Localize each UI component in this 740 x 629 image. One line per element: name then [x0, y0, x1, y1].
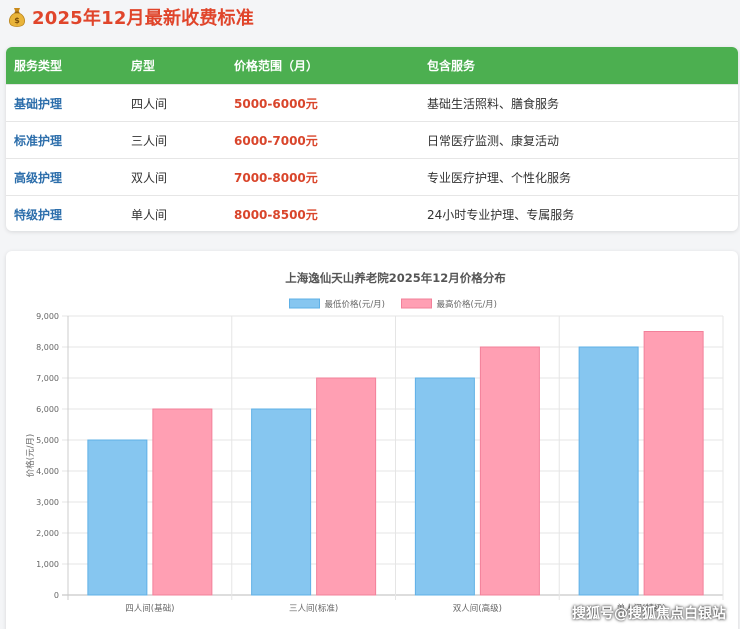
y-tick-label: 5,000 [36, 436, 59, 445]
service-type-cell: 基础护理 [14, 96, 63, 111]
price-cell: 5000-6000元 [234, 96, 318, 111]
price-cell: 8000-8500元 [234, 207, 318, 222]
y-tick-label: 7,000 [36, 374, 59, 383]
page-title: 2025年12月最新收费标准 [32, 8, 254, 29]
header-included-services: 包含服务 [427, 59, 476, 73]
legend-swatch [289, 298, 320, 309]
price-cell: 7000-8000元 [234, 170, 318, 185]
price-table: 服务类型 房型 价格范围（月） 包含服务 基础护理 四人间 5000-6000元… [6, 47, 738, 231]
service-type-cell: 高级护理 [14, 170, 63, 185]
header-room-type: 房型 [131, 59, 156, 73]
table-row: 特级护理 单人间 8000-8500元 24小时专业护理、专属服务 [6, 195, 738, 231]
room-type-cell: 三人间 [131, 133, 168, 148]
table-row: 高级护理 双人间 7000-8000元 专业医疗护理、个性化服务 [6, 158, 738, 195]
y-tick-label: 1,000 [36, 560, 59, 569]
bar [87, 439, 148, 596]
services-cell: 专业医疗护理、个性化服务 [427, 170, 572, 185]
services-cell: 24小时专业护理、专属服务 [427, 207, 575, 222]
service-type-cell: 特级护理 [14, 207, 63, 222]
y-tick-label: 3,000 [36, 498, 59, 507]
services-cell: 基础生活照料、膳食服务 [427, 96, 560, 111]
legend-label: 最低价格(元/月) [325, 299, 386, 310]
x-tick-label: 双人间(高级) [453, 603, 502, 614]
y-tick-label: 0 [54, 591, 59, 600]
x-tick-label: 四人间(基础) [125, 603, 174, 614]
bar [152, 408, 213, 596]
y-tick-label: 8,000 [36, 343, 59, 352]
x-tick-label: 三人间(标准) [289, 603, 338, 614]
bar [643, 331, 704, 596]
x-tick-label: 单人间(特级) [617, 603, 666, 614]
watermark: 搜狐号@搜狐焦点白银站 [572, 606, 726, 622]
y-tick-label: 9,000 [36, 312, 59, 321]
chart-title: 上海逸仙天山养老院2025年12月价格分布 [285, 271, 506, 285]
legend-label: 最高价格(元/月) [437, 299, 498, 310]
y-axis-label: 价格(元/月) [25, 434, 36, 478]
room-type-cell: 四人间 [131, 96, 168, 111]
bar [316, 377, 377, 596]
bar [479, 346, 540, 596]
bar [578, 346, 639, 596]
page-heading: $ 2025年12月最新收费标准 [8, 4, 254, 30]
table-row: 基础护理 四人间 5000-6000元 基础生活照料、膳食服务 [6, 84, 738, 121]
room-type-cell: 单人间 [131, 207, 168, 222]
room-type-cell: 双人间 [131, 170, 168, 185]
price-cell: 6000-7000元 [234, 133, 318, 148]
y-tick-label: 2,000 [36, 529, 59, 538]
header-service-type: 服务类型 [14, 59, 63, 73]
services-cell: 日常医疗监测、康复活动 [427, 133, 560, 148]
money-bag-icon: $ [9, 8, 25, 27]
y-tick-label: 6,000 [36, 405, 59, 414]
bar [251, 408, 312, 596]
header-price-range: 价格范围（月） [234, 59, 319, 73]
price-chart-card: 上海逸仙天山养老院2025年12月价格分布最低价格(元/月) 最高价格(元/月) 0… [6, 251, 738, 629]
bar [414, 377, 475, 596]
service-type-cell: 标准护理 [14, 133, 63, 148]
legend-swatch [401, 298, 432, 309]
svg-text:$: $ [14, 16, 20, 25]
y-tick-label: 4,000 [36, 467, 59, 476]
table-row: 标准护理 三人间 6000-7000元 日常医疗监测、康复活动 [6, 121, 738, 158]
table-header: 服务类型 房型 价格范围（月） 包含服务 [6, 47, 738, 84]
